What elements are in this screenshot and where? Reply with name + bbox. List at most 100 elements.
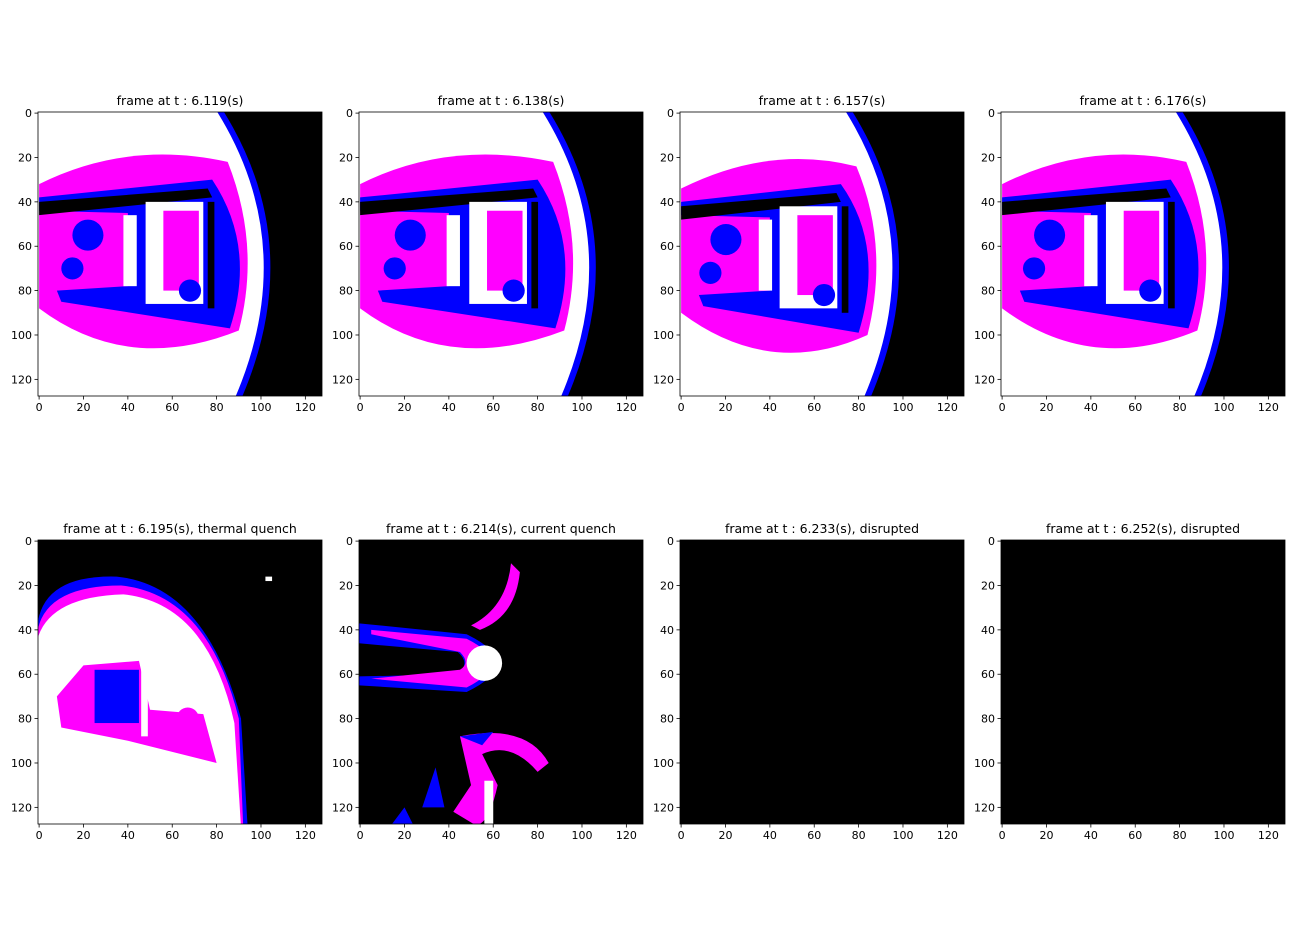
subplot-title: frame at t : 6.252(s), disrupted (1046, 521, 1240, 536)
y-tick-label: 100 (653, 757, 674, 770)
subplot: frame at t : 6.157(s) 0 20 40 60 80 100 120 0 20 4… (653, 93, 965, 414)
y-tick-label: 40 (18, 624, 32, 637)
frame-image (359, 540, 643, 824)
y-tick-label: 40 (18, 196, 32, 209)
y-tick-label: 120 (653, 373, 674, 386)
x-tick-label: 0 (357, 829, 364, 842)
x-tick-label: 40 (763, 829, 777, 842)
x-tick-label: 120 (937, 401, 958, 414)
y-tick-label: 40 (339, 196, 353, 209)
x-tick-label: 40 (442, 829, 456, 842)
frame-image (38, 112, 322, 396)
y-tick-label: 0 (988, 535, 995, 548)
x-tick-label: 60 (165, 829, 179, 842)
y-tick-label: 100 (332, 757, 353, 770)
subplot-title: frame at t : 6.138(s) (438, 93, 565, 108)
x-tick-label: 60 (486, 829, 500, 842)
y-tick-label: 20 (660, 579, 674, 592)
axes-frame (358, 111, 644, 397)
frame-image (1001, 112, 1285, 396)
y-tick-label: 0 (25, 535, 32, 548)
frame-image (1001, 540, 1285, 824)
subplot: frame at t : 6.252(s), disrupted 0 20 40 60 8… (974, 521, 1286, 842)
x-tick-label: 60 (1128, 829, 1142, 842)
x-tick-label: 0 (357, 401, 364, 414)
y-tick-label: 60 (981, 668, 995, 681)
y-tick-label: 20 (981, 151, 995, 164)
subplot-title: frame at t : 6.176(s) (1080, 93, 1207, 108)
y-tick-label: 20 (18, 151, 32, 164)
x-tick-label: 80 (1173, 401, 1187, 414)
x-tick-label: 0 (36, 401, 43, 414)
subplot-title: frame at t : 6.214(s), current quench (386, 521, 616, 536)
x-tick-label: 20 (718, 401, 732, 414)
frame-image (680, 112, 964, 396)
x-tick-label: 0 (999, 401, 1006, 414)
x-tick-label: 100 (571, 829, 592, 842)
x-tick-label: 40 (121, 401, 135, 414)
frame-image (680, 540, 964, 824)
subplot: frame at t : 6.119(s) 0 20 40 60 80 100 120 0 20 4… (11, 93, 323, 414)
y-tick-label: 80 (981, 713, 995, 726)
x-tick-label: 60 (807, 401, 821, 414)
y-tick-label: 60 (339, 240, 353, 253)
x-tick-label: 100 (250, 829, 271, 842)
x-tick-label: 0 (36, 829, 43, 842)
subplot-title: frame at t : 6.233(s), disrupted (725, 521, 919, 536)
y-tick-label: 0 (25, 107, 32, 120)
y-tick-label: 120 (653, 801, 674, 814)
x-tick-label: 100 (892, 401, 913, 414)
y-tick-label: 20 (339, 151, 353, 164)
x-tick-label: 120 (937, 829, 958, 842)
y-tick-label: 60 (660, 240, 674, 253)
x-tick-label: 80 (210, 401, 224, 414)
y-tick-label: 60 (339, 668, 353, 681)
x-tick-label: 100 (250, 401, 271, 414)
y-tick-label: 0 (667, 535, 674, 548)
y-tick-label: 20 (18, 579, 32, 592)
y-tick-label: 20 (339, 579, 353, 592)
axes-frame (358, 539, 644, 825)
y-tick-label: 40 (981, 624, 995, 637)
y-tick-label: 20 (981, 579, 995, 592)
subplot-title: frame at t : 6.157(s) (759, 93, 886, 108)
x-tick-label: 40 (1084, 829, 1098, 842)
subplot: frame at t : 6.176(s) 0 20 40 60 80 100 120 0 20 4… (974, 93, 1286, 414)
subplot: frame at t : 6.195(s), thermal quench 0 20… (11, 521, 323, 842)
x-tick-label: 120 (616, 401, 637, 414)
y-tick-label: 120 (974, 801, 995, 814)
x-tick-label: 20 (397, 401, 411, 414)
y-tick-label: 0 (988, 107, 995, 120)
x-tick-label: 60 (165, 401, 179, 414)
axes-frame (37, 111, 323, 397)
x-tick-label: 120 (1258, 401, 1279, 414)
y-tick-label: 80 (660, 713, 674, 726)
y-tick-label: 80 (339, 713, 353, 726)
x-tick-label: 60 (486, 401, 500, 414)
x-tick-label: 40 (763, 401, 777, 414)
y-tick-label: 80 (18, 285, 32, 298)
y-tick-label: 40 (660, 624, 674, 637)
y-tick-label: 80 (18, 713, 32, 726)
frame-image (359, 112, 643, 396)
x-tick-label: 80 (1173, 829, 1187, 842)
x-tick-label: 0 (678, 829, 685, 842)
subplot-title: frame at t : 6.195(s), thermal quench (63, 521, 297, 536)
x-tick-label: 80 (852, 401, 866, 414)
y-tick-label: 100 (974, 329, 995, 342)
axes-frame (679, 111, 965, 397)
y-tick-label: 20 (660, 151, 674, 164)
axes-frame (1000, 539, 1286, 825)
x-tick-label: 120 (616, 829, 637, 842)
x-tick-label: 0 (999, 829, 1006, 842)
y-tick-label: 60 (18, 240, 32, 253)
y-tick-label: 80 (339, 285, 353, 298)
y-tick-label: 120 (332, 373, 353, 386)
subplot: frame at t : 6.138(s) 0 20 40 60 80 100 120 0 20 4… (332, 93, 644, 414)
y-tick-label: 0 (667, 107, 674, 120)
y-tick-label: 80 (981, 285, 995, 298)
x-tick-label: 20 (1039, 829, 1053, 842)
y-tick-label: 100 (11, 329, 32, 342)
x-tick-label: 100 (1213, 401, 1234, 414)
